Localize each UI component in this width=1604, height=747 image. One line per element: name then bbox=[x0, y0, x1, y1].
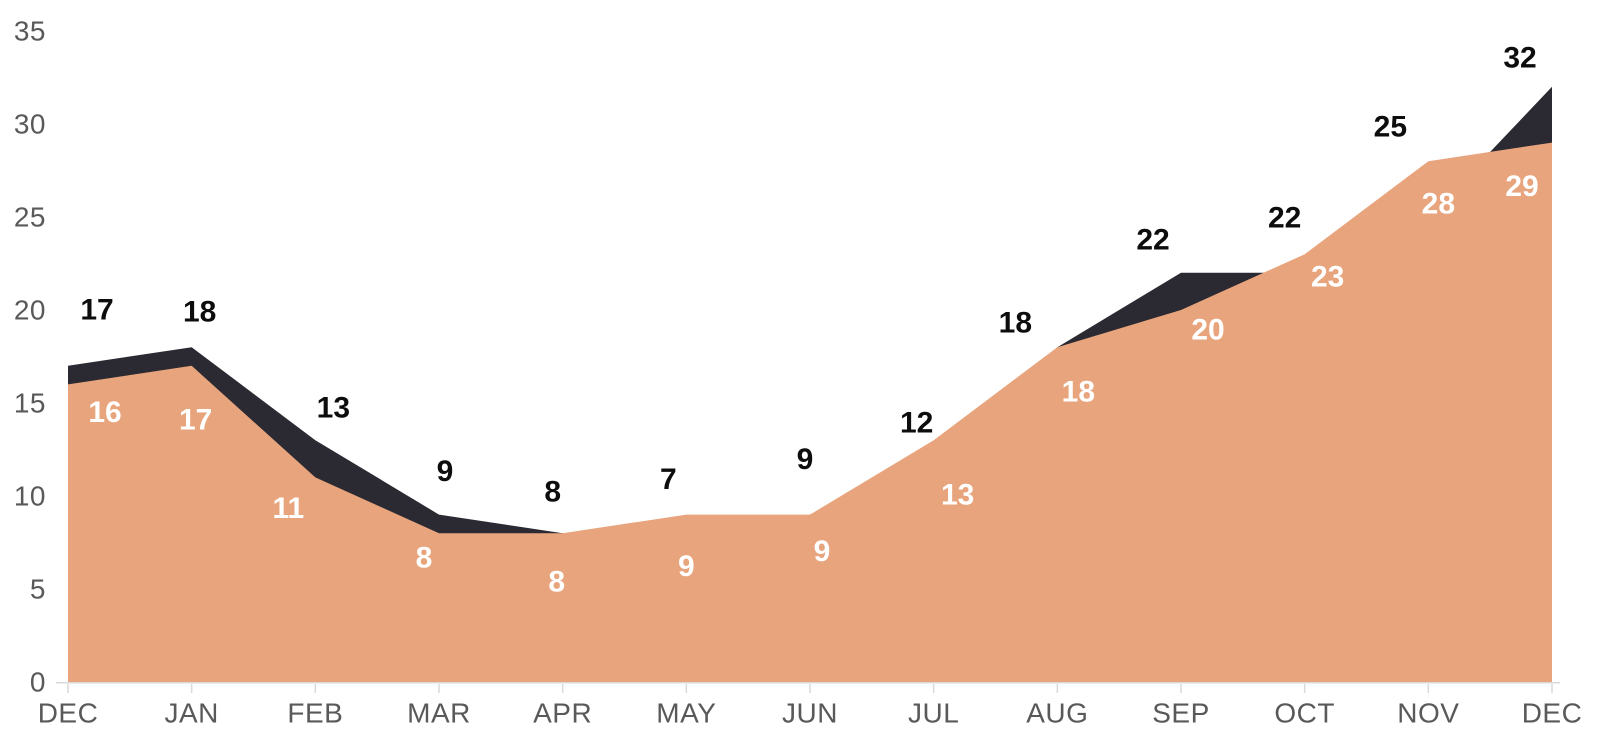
data-label-dark: 18 bbox=[183, 296, 216, 329]
data-label-dark: 22 bbox=[1136, 223, 1169, 256]
x-axis-category-label: APR bbox=[533, 698, 592, 729]
x-axis-category-label: AUG bbox=[1026, 698, 1088, 729]
data-label-salmon: 17 bbox=[179, 403, 212, 436]
y-axis-tick-label: 20 bbox=[14, 295, 46, 326]
data-label-dark: 17 bbox=[80, 293, 113, 326]
x-axis-category-label: MAY bbox=[656, 698, 716, 729]
data-label-dark: 18 bbox=[999, 307, 1032, 340]
data-label-salmon: 29 bbox=[1505, 170, 1538, 203]
data-label-salmon: 16 bbox=[88, 396, 121, 429]
data-label-dark: 32 bbox=[1503, 41, 1536, 74]
y-axis-tick-label: 5 bbox=[30, 574, 46, 605]
data-label-dark: 9 bbox=[437, 455, 454, 488]
data-label-salmon: 18 bbox=[1062, 376, 1095, 409]
data-label-dark: 22 bbox=[1268, 202, 1301, 235]
data-label-salmon: 8 bbox=[416, 542, 433, 575]
data-label-salmon: 28 bbox=[1422, 188, 1455, 221]
x-axis-category-label: JAN bbox=[164, 698, 218, 729]
y-axis-tick-label: 35 bbox=[14, 16, 46, 47]
data-label-salmon: 13 bbox=[941, 479, 974, 512]
x-axis-category-label: JUL bbox=[908, 698, 959, 729]
data-label-dark: 13 bbox=[317, 392, 350, 425]
x-axis-category-label: FEB bbox=[287, 698, 343, 729]
x-axis-category-label: JUN bbox=[782, 698, 838, 729]
x-axis-category-label: MAR bbox=[407, 698, 471, 729]
data-label-salmon: 20 bbox=[1191, 314, 1224, 347]
y-axis-tick-label: 10 bbox=[14, 481, 46, 512]
data-label-dark: 7 bbox=[660, 463, 677, 496]
data-label-salmon: 23 bbox=[1311, 261, 1344, 294]
y-axis-tick-label: 25 bbox=[14, 202, 46, 233]
data-label-dark: 9 bbox=[797, 443, 814, 476]
data-label-dark: 25 bbox=[1374, 111, 1407, 144]
data-label-dark: 12 bbox=[900, 407, 933, 440]
data-label-salmon: 11 bbox=[272, 492, 304, 525]
y-axis-tick-label: 15 bbox=[14, 388, 46, 419]
data-label-dark: 8 bbox=[544, 476, 561, 509]
data-label-salmon: 9 bbox=[814, 535, 831, 568]
x-axis-category-label: OCT bbox=[1274, 698, 1335, 729]
x-axis-category-label: DEC bbox=[38, 698, 99, 729]
x-axis-category-label: NOV bbox=[1397, 698, 1459, 729]
data-label-salmon: 9 bbox=[678, 550, 695, 583]
y-axis-tick-label: 30 bbox=[14, 109, 46, 140]
x-axis-category-label: DEC bbox=[1522, 698, 1583, 729]
series-salmon-area bbox=[68, 142, 1552, 683]
y-axis-tick-label: 0 bbox=[30, 667, 46, 698]
x-axis-category-label: SEP bbox=[1152, 698, 1210, 729]
data-label-salmon: 8 bbox=[548, 566, 565, 599]
